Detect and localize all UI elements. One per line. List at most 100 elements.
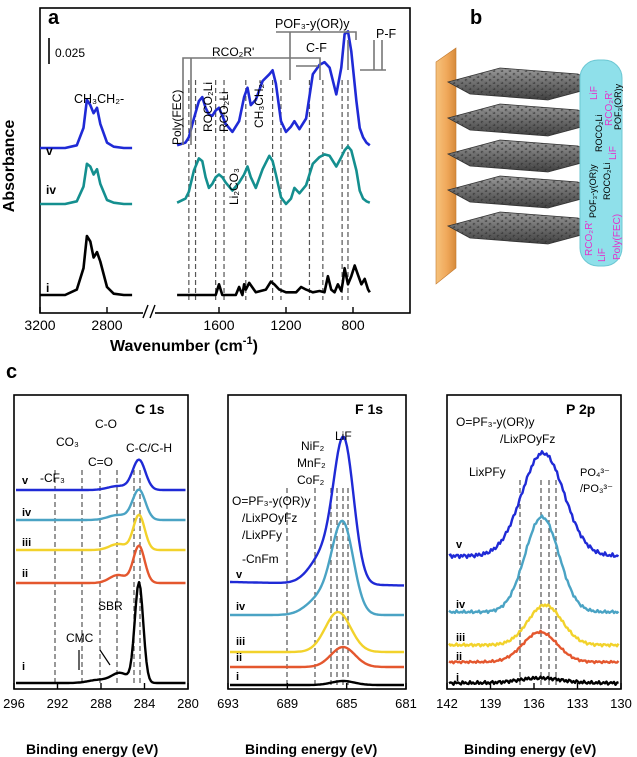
c1s-peak-cc: C-C/C-H xyxy=(126,441,172,455)
svg-text:i: i xyxy=(236,671,239,683)
p2p-ticklabel-1: 139 xyxy=(480,696,502,711)
series-i-low-wavenumber xyxy=(177,264,371,297)
f1s-title: F 1s xyxy=(355,401,383,417)
f1s-peak-labels: LiF NiF₂ MnF₂ CoF₂ O=PF₃-y(OR)y /LixPOyF… xyxy=(232,429,352,566)
c1s-xlabel: Binding energy (eV) xyxy=(26,741,158,757)
annotation-ch3ch2-right: CH₃CH₂- xyxy=(252,80,266,128)
series-label-v: v xyxy=(46,144,53,158)
f1s-peak-opf3: O=PF₃-y(OR)y xyxy=(232,494,311,508)
c1s-peak-labels: -CF₃ CO₃ C=O C-O C-C/C-H SBR CMC xyxy=(40,417,172,670)
c1s-peak-cmc: CMC xyxy=(66,631,94,645)
c1s-ticklabel-0: 296 xyxy=(3,696,25,711)
p2p-peak-po4: PO₄³⁻ xyxy=(580,467,610,479)
graphite-sheet-lattice-4 xyxy=(448,212,600,244)
annotation-li2co3: Li₂CO₃ xyxy=(227,168,241,205)
sei-rco2r-2: RCO₂R' xyxy=(584,221,595,256)
f1s-peak-cnfm: -CnFm xyxy=(242,552,279,566)
svg-text:iii: iii xyxy=(22,537,31,549)
graphite-sheet-lattice-0 xyxy=(448,68,600,100)
panel-a: a 0.025 Absorbance v iv i xyxy=(1,7,411,355)
annotation-roco2li: ROCO₂Li xyxy=(201,82,215,132)
p2p-series-v xyxy=(448,450,620,560)
c1s-series-ii xyxy=(16,544,186,585)
f1s-series-iii xyxy=(230,610,404,654)
svg-text:v: v xyxy=(236,569,243,581)
p2p-series-labels: v iv iii ii i xyxy=(456,539,466,684)
panel-a-frame xyxy=(39,7,411,314)
panel-c-label: c xyxy=(6,361,17,383)
series-label-iv: iv xyxy=(46,183,56,197)
series-iv-low-wavenumber xyxy=(176,145,371,206)
c1s-ticklabel-4: 280 xyxy=(177,696,199,711)
c1s-series-iv xyxy=(16,488,186,522)
xtick-1600: 1600 xyxy=(203,317,234,333)
f1s-ticklabel-0: 693 xyxy=(217,696,239,711)
graphite-sheet-lattice-3 xyxy=(448,176,600,208)
annotation-rco2li: RCO₂Li xyxy=(217,91,231,132)
f1s-peak-lif: LiF xyxy=(335,429,352,443)
p2p-xlabel: Binding energy (eV) xyxy=(464,741,596,757)
svg-text:iv: iv xyxy=(22,507,32,519)
panel-a-label: a xyxy=(48,7,60,29)
series-v-high-wavenumber xyxy=(40,98,133,150)
f1s-ticklabel-2: 685 xyxy=(336,696,358,711)
c1s-series-iii xyxy=(16,513,186,552)
svg-text:iii: iii xyxy=(236,636,245,648)
panel-b: b LiF RCO₂R' POF₃(OR)y ROCO₂Li LiF POF₃-… xyxy=(435,7,623,285)
sei-lif-1: LiF xyxy=(589,86,600,100)
panel-c-f1s: F 1s LiF NiF₂ MnF₂ CoF₂ O=PF₃-y(OR)y /Li… xyxy=(217,394,417,757)
series-label-i: i xyxy=(46,281,49,295)
c1s-ticklabel-3: 284 xyxy=(134,696,156,711)
c1s-peak-c-o: C-O xyxy=(95,417,117,431)
f1s-peak-nif2: NiF₂ xyxy=(301,439,325,453)
c1s-ticklabel-2: 288 xyxy=(90,696,112,711)
svg-text:v: v xyxy=(456,539,463,551)
series-i-high-wavenumber xyxy=(40,234,133,297)
svg-text:ii: ii xyxy=(22,568,28,580)
p2p-series-ii xyxy=(448,629,620,665)
c1s-peak-sbr: SBR xyxy=(98,599,123,613)
panel-a-xticks xyxy=(39,307,354,313)
f1s-ticklabel-1: 689 xyxy=(276,696,298,711)
svg-text:iii: iii xyxy=(456,632,465,644)
xtick-3200: 3200 xyxy=(24,317,55,333)
svg-text:ii: ii xyxy=(456,651,462,663)
graphite-sheet-lattice-1 xyxy=(448,104,600,136)
annotation-ch3ch2-left: CH₃CH₂- xyxy=(74,92,124,106)
p2p-peak-lixpoyfz: /LixPOyFz xyxy=(500,432,555,446)
p2p-ticklabel-2: 136 xyxy=(523,696,545,711)
scale-bar-label: 0.025 xyxy=(55,46,85,60)
sei-pof3: POF₃(OR)y xyxy=(613,83,623,130)
f1s-peak-cof2: CoF₂ xyxy=(297,473,325,487)
sei-rco2r-1: RCO₂R' xyxy=(604,91,615,126)
panel-c-p2p: P 2p O=PF₃-y(OR)y /LixPOyFz LixPFy PO₄³⁻… xyxy=(436,394,632,757)
f1s-series-labels: v iv iii ii i xyxy=(236,569,246,683)
svg-text:i: i xyxy=(22,661,25,673)
c1s-title: C 1s xyxy=(135,401,165,417)
sei-poly-fec: Poly(FEC) xyxy=(612,214,623,260)
f1s-series-v xyxy=(230,435,405,587)
f1s-xlabel: Binding energy (eV) xyxy=(245,741,377,757)
panel-b-label: b xyxy=(470,7,482,29)
xtick-2800: 2800 xyxy=(91,317,122,333)
c1s-ticklabel-1: 292 xyxy=(47,696,69,711)
svg-text:iv: iv xyxy=(236,601,246,613)
f1s-frame xyxy=(227,394,407,690)
c1s-series-labels: v iv iii ii i xyxy=(22,475,32,673)
svg-text:i: i xyxy=(456,672,459,684)
p2p-peak-lixpfy: LixPFy xyxy=(469,465,506,479)
p2p-peak-po3: /PO₃³⁻ xyxy=(580,483,613,495)
p2p-series-i xyxy=(448,675,619,686)
p2p-peak-labels: O=PF₃-y(OR)y /LixPOyFz LixPFy PO₄³⁻ /PO₃… xyxy=(456,415,613,495)
p2p-series-iii xyxy=(448,603,620,648)
f1s-peak-lixpoyfz: /LixPOyFz xyxy=(242,511,297,525)
f1s-series-ii xyxy=(230,645,404,669)
sei-layer xyxy=(579,59,623,267)
f1s-series-i xyxy=(230,679,404,687)
sei-labels: LiF RCO₂R' POF₃(OR)y ROCO₂Li LiF POF₃-y(… xyxy=(584,83,623,262)
f1s-series-iv xyxy=(230,519,404,617)
sei-lif-3: LiF xyxy=(597,248,608,262)
graphite-layers xyxy=(446,67,602,245)
c1s-series-v xyxy=(16,458,186,492)
